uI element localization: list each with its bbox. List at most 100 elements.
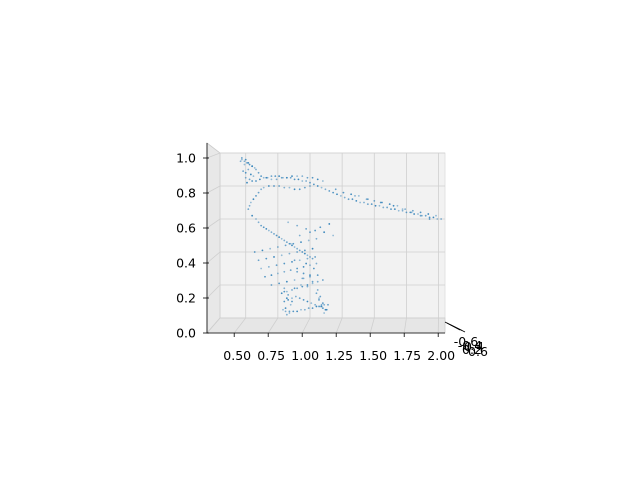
scatter-point xyxy=(363,201,365,204)
scatter-point xyxy=(417,213,419,215)
x-tick-label: 1.50 xyxy=(359,348,387,363)
scatter-point xyxy=(267,229,270,232)
scatter-point xyxy=(307,239,310,242)
scatter-point xyxy=(298,259,301,262)
grid-line-z-side xyxy=(206,251,221,264)
scatter-point xyxy=(419,211,422,214)
x-tick-label: 1.00 xyxy=(291,348,319,363)
scatter-point xyxy=(248,204,251,207)
scatter-point xyxy=(248,178,251,181)
scatter-point xyxy=(401,209,404,212)
scatter-point xyxy=(316,289,319,291)
scatter-point xyxy=(373,199,376,202)
scatter-point xyxy=(257,191,260,194)
scatter-point xyxy=(328,223,331,225)
scatter-point xyxy=(381,201,383,204)
scatter-point xyxy=(298,188,301,191)
scatter-point xyxy=(289,303,292,306)
scatter-point xyxy=(386,206,389,209)
scatter-point xyxy=(249,201,252,204)
scatter-point xyxy=(316,178,319,181)
grid-line-x-floor xyxy=(301,317,311,334)
scatter-point xyxy=(264,275,266,278)
scatter-point xyxy=(257,259,260,262)
scatter-point xyxy=(413,213,416,215)
z-tick-label: 0.4 xyxy=(176,256,196,271)
scatter-point xyxy=(309,181,311,184)
scatter-point xyxy=(302,277,305,280)
x-tick-label: 0.50 xyxy=(223,348,251,363)
scatter-point xyxy=(324,188,327,191)
scatter-point xyxy=(410,211,413,214)
scatter-point xyxy=(291,300,293,303)
scatter-point xyxy=(260,175,263,178)
scatter-point xyxy=(316,185,319,187)
scatter-point xyxy=(240,157,243,159)
grid-line-z-side xyxy=(206,218,221,229)
scatter-point xyxy=(239,160,242,163)
y-tick-label: 0.2 xyxy=(462,342,482,357)
z-tick-label: 0.2 xyxy=(176,291,196,306)
scatter-point xyxy=(305,228,308,230)
scatter-point xyxy=(302,298,305,301)
scatter-point xyxy=(251,214,254,217)
scatter-point xyxy=(323,303,326,306)
scatter-point xyxy=(311,280,314,283)
scatter-point xyxy=(305,262,308,265)
scatter-point xyxy=(306,257,309,260)
z-tick-label: 1.0 xyxy=(176,151,196,166)
scatter-point xyxy=(292,242,295,245)
scatter-point xyxy=(285,290,288,293)
scatter-point xyxy=(270,178,273,181)
scatter-point xyxy=(303,308,306,311)
scatter-point xyxy=(246,181,248,184)
scatter-point xyxy=(321,180,324,182)
scatter-point xyxy=(287,298,290,301)
scatter-point xyxy=(388,203,391,206)
scatter-point xyxy=(293,188,296,191)
scatter-point xyxy=(262,226,265,229)
y-tick-mark xyxy=(458,328,466,333)
scatter-point xyxy=(350,193,353,196)
scatter-point xyxy=(283,290,286,293)
scatter-point xyxy=(291,297,293,300)
scatter-point xyxy=(365,198,368,201)
scatter-point xyxy=(323,231,326,234)
scatter-point xyxy=(306,285,309,288)
scatter-point xyxy=(243,163,246,166)
scatter-point xyxy=(288,310,291,313)
scatter-point xyxy=(251,180,254,182)
scatter-point xyxy=(298,249,301,252)
scatter-point xyxy=(257,171,260,174)
scatter-point xyxy=(246,162,248,164)
scatter-point xyxy=(289,242,292,245)
scatter-point xyxy=(328,190,331,192)
scatter-point xyxy=(294,295,297,298)
scatter-point xyxy=(288,242,291,245)
scatter-point xyxy=(288,186,291,189)
scatter-point xyxy=(285,313,288,316)
scatter-point xyxy=(301,251,304,253)
scatter-point xyxy=(397,209,400,212)
scatter-point xyxy=(270,274,273,276)
grid-line-x-floor xyxy=(267,317,279,334)
scatter-point xyxy=(247,208,250,211)
scatter-point xyxy=(280,292,283,295)
scatter-point xyxy=(288,252,291,255)
scatter-point xyxy=(282,308,284,311)
scatter-point xyxy=(393,208,396,211)
scatter-point xyxy=(321,302,324,305)
scatter-point xyxy=(342,191,345,194)
scatter-point xyxy=(347,198,350,201)
scatter-point xyxy=(318,298,320,301)
scatter-point xyxy=(273,185,275,187)
scatter-point xyxy=(296,287,299,290)
scatter-point xyxy=(419,214,422,217)
scatter-point xyxy=(262,186,265,189)
scatter-point xyxy=(306,176,309,179)
scatter-point xyxy=(306,300,309,303)
scatter-point xyxy=(244,158,247,161)
scatter-point xyxy=(260,267,263,270)
scatter-point xyxy=(298,234,301,237)
